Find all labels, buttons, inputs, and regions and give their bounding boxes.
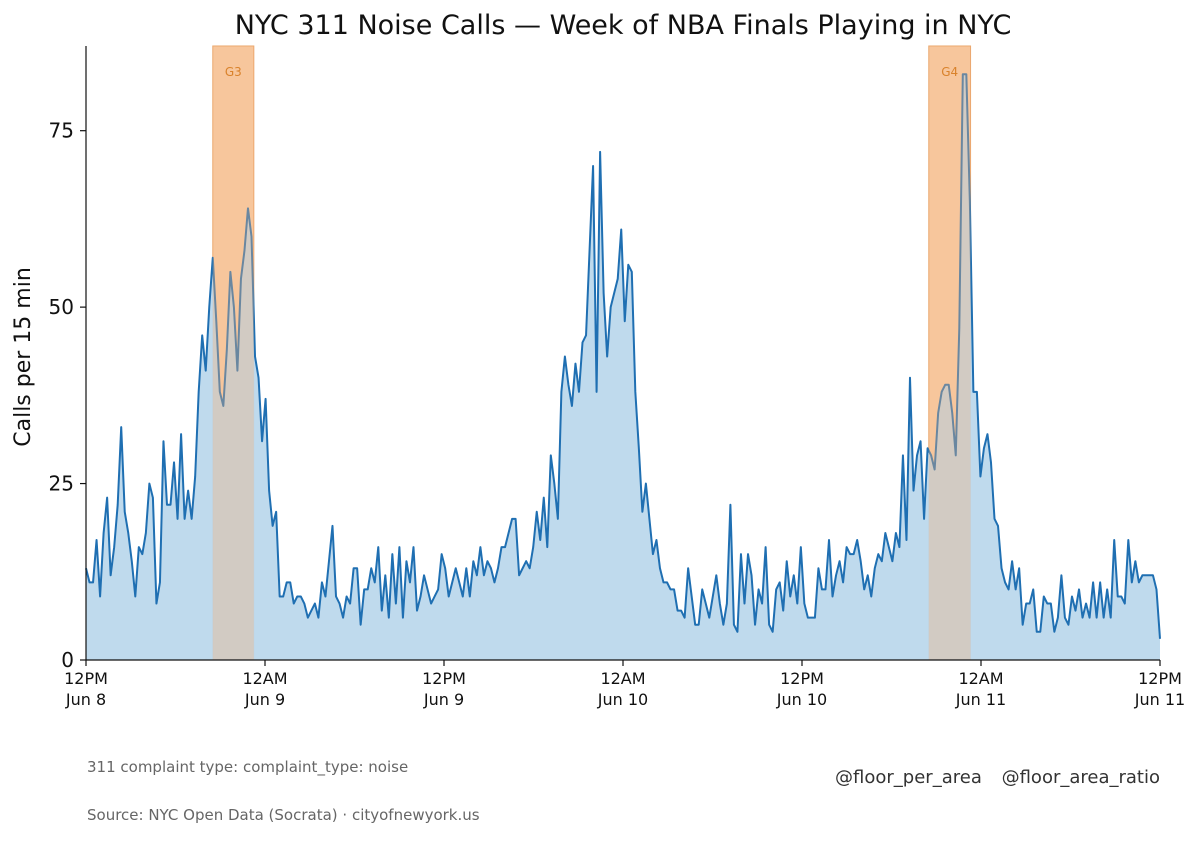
credit-handle-2: @floor_area_ratio <box>1001 767 1160 788</box>
x-tick-label-time: 12AM <box>958 669 1003 688</box>
y-tick-label: 0 <box>61 648 74 672</box>
y-tick-label: 75 <box>49 119 74 143</box>
x-tick-label-time: 12PM <box>780 669 824 688</box>
series-line <box>85 73 1161 639</box>
y-tick-label: 25 <box>49 472 74 496</box>
x-tick-label-date: Jun 11 <box>955 690 1006 709</box>
x-tick-label-time: 12PM <box>64 669 108 688</box>
series-area <box>86 74 1160 661</box>
x-tick-label-date: Jun 11 <box>1134 690 1185 709</box>
x-tick-label-date: Jun 9 <box>423 690 464 709</box>
x-tick-label-date: Jun 10 <box>776 690 827 709</box>
complaint-type-note: 311 complaint type: complaint_type: nois… <box>87 758 409 776</box>
x-tick-label-date: Jun 10 <box>597 690 648 709</box>
source-note: Source: NYC Open Data (Socrata) · cityof… <box>87 806 480 824</box>
game-band-overlay-g3 <box>212 46 254 660</box>
y-axis-label: Calls per 15 min <box>11 267 36 447</box>
x-tick-label-date: Jun 9 <box>244 690 285 709</box>
y-ticks: 0 25 50 75 <box>49 119 86 672</box>
game-band-labels: G3 G4 <box>225 65 958 79</box>
x-tick-label-time: 12AM <box>600 669 645 688</box>
game-band-label-g3: G3 <box>225 65 242 79</box>
y-tick-label: 50 <box>49 295 74 319</box>
game-band-label-g4: G4 <box>941 65 958 79</box>
x-tick-label-time: 12PM <box>422 669 466 688</box>
plot-area <box>85 46 1161 661</box>
x-ticks: 12PM Jun 8 12AM Jun 9 12PM Jun 9 12AM Jun 10 12P… <box>64 660 1185 709</box>
credit-handle-1: @floor_per_area <box>835 767 982 788</box>
x-tick-label-date: Jun 8 <box>65 690 106 709</box>
game-band-overlay-g4 <box>928 46 971 660</box>
x-tick-label-time: 12PM <box>1138 669 1182 688</box>
credits: @floor_per_area @floor_area_ratio <box>821 767 1160 788</box>
x-tick-label-time: 12AM <box>242 669 287 688</box>
chart-title: NYC 311 Noise Calls — Week of NBA Finals… <box>235 10 1012 41</box>
